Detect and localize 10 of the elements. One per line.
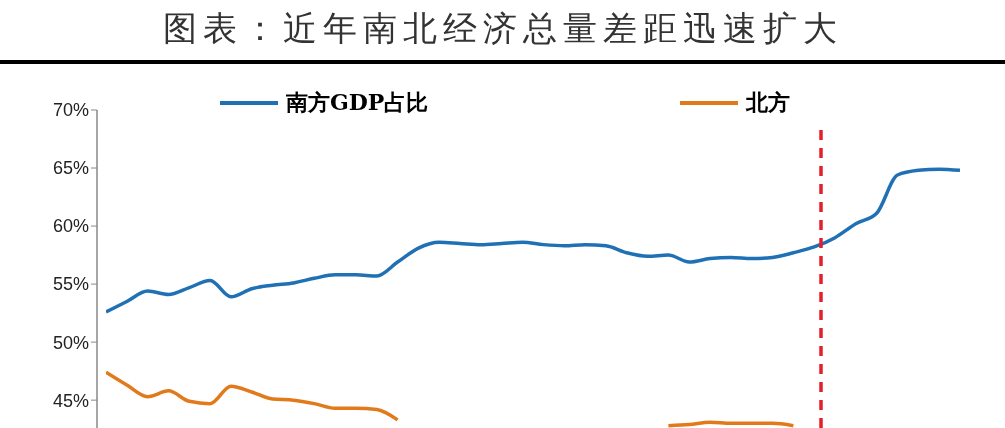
legend-label: 南方GDP占比: [286, 88, 429, 117]
chart-title: 图表：近年南北经济总量差距迅速扩大: [161, 7, 844, 50]
line-series: [106, 167, 960, 314]
y-tick-label: 50%: [52, 332, 89, 353]
y-tick-label: 65%: [52, 158, 89, 179]
legend-label: 北方: [746, 88, 790, 117]
y-tick-label: 70%: [52, 100, 89, 121]
y-tick-label: 45%: [52, 390, 89, 411]
y-tick-label: 55%: [52, 274, 89, 295]
y-tick-label: 60%: [52, 216, 89, 237]
